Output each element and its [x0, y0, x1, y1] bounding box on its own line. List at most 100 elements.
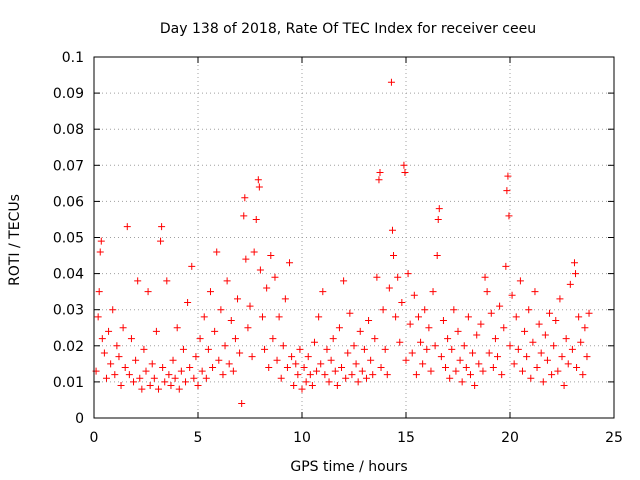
data-point-marker	[215, 356, 223, 364]
data-point-marker	[142, 367, 150, 375]
data-point-marker	[263, 284, 271, 292]
data-point-marker	[448, 345, 456, 353]
data-point-marker	[562, 335, 570, 343]
y-axis-ticks: 0 0.01 0.02 0.03 0.04 0.05 0.06 0.07 0.08 0.09 0.1	[53, 50, 614, 427]
data-point-marker	[471, 382, 479, 390]
data-point-marker	[117, 382, 125, 390]
data-point-marker	[558, 353, 566, 361]
data-point-marker	[177, 367, 185, 375]
data-point-marker	[541, 331, 549, 339]
data-point-marker	[450, 306, 458, 314]
data-point-marker	[429, 288, 437, 296]
data-point-marker	[543, 356, 551, 364]
data-point-marker	[454, 327, 462, 335]
data-point-marker	[169, 356, 177, 364]
data-point-marker	[358, 367, 366, 375]
data-point-marker	[376, 169, 384, 177]
data-point-marker	[261, 345, 269, 353]
data-point-marker	[548, 371, 556, 379]
data-point-marker	[390, 252, 398, 260]
data-point-marker	[252, 215, 260, 223]
y-axis-label: ROTI / TECUs	[7, 194, 23, 286]
data-point-marker	[158, 223, 166, 231]
data-point-marker	[317, 360, 325, 368]
data-point-marker	[564, 360, 572, 368]
data-point-marker	[267, 252, 275, 260]
data-point-marker	[392, 313, 400, 321]
data-point-marker	[304, 353, 312, 361]
data-point-marker	[115, 353, 123, 361]
x-tick-label: 20	[501, 430, 519, 446]
data-point-marker	[554, 367, 562, 375]
data-point-marker	[503, 187, 511, 195]
data-point-marker	[242, 255, 250, 263]
data-point-marker	[402, 356, 410, 364]
data-point-marker	[213, 248, 221, 256]
data-point-marker	[134, 277, 142, 285]
data-point-marker	[433, 252, 441, 260]
data-point-marker	[462, 363, 470, 371]
data-point-marker	[444, 335, 452, 343]
data-point-marker	[383, 371, 391, 379]
x-axis-ticks: 0 5 10 15 20 25	[90, 57, 623, 446]
data-point-marker	[396, 338, 404, 346]
data-point-marker	[579, 371, 587, 379]
data-point-marker	[192, 353, 200, 361]
data-point-marker	[464, 313, 472, 321]
data-point-marker	[244, 324, 252, 332]
data-point-marker	[329, 335, 337, 343]
data-point-marker	[489, 363, 497, 371]
data-point-marker	[583, 353, 591, 361]
data-point-marker	[175, 385, 183, 393]
data-point-marker	[572, 270, 580, 278]
y-tick-label: 0.06	[53, 194, 84, 210]
data-point-marker	[473, 331, 481, 339]
data-point-marker	[146, 382, 154, 390]
data-point-marker	[346, 309, 354, 317]
data-point-marker	[157, 237, 165, 245]
data-point-marker	[529, 338, 537, 346]
data-point-marker	[431, 342, 439, 350]
data-point-marker	[506, 342, 514, 350]
data-point-marker	[573, 363, 581, 371]
data-point-marker	[292, 360, 300, 368]
data-point-marker	[352, 360, 360, 368]
data-point-marker	[385, 284, 393, 292]
data-point-marker	[265, 363, 273, 371]
data-point-marker	[423, 345, 431, 353]
data-point-marker	[100, 349, 108, 357]
data-point-marker	[335, 324, 343, 332]
data-point-marker	[388, 226, 396, 234]
data-point-marker	[379, 306, 387, 314]
data-point-marker	[271, 273, 279, 281]
data-point-marker	[338, 363, 346, 371]
data-point-marker	[241, 194, 249, 202]
data-point-marker	[225, 360, 233, 368]
data-point-marker	[306, 371, 314, 379]
data-point-marker	[575, 313, 583, 321]
data-point-marker	[319, 288, 327, 296]
data-point-marker	[200, 313, 208, 321]
data-point-marker	[381, 345, 389, 353]
data-point-marker	[121, 363, 129, 371]
data-point-marker	[258, 313, 266, 321]
data-point-marker	[485, 349, 493, 357]
chart-title: Day 138 of 2018, Rate Of TEC Index for r…	[160, 21, 536, 37]
data-point-marker	[442, 363, 450, 371]
data-point-marker	[231, 335, 239, 343]
data-point-marker	[356, 327, 364, 335]
data-point-marker	[273, 356, 281, 364]
data-point-marker	[136, 374, 144, 382]
data-point-marker	[570, 259, 578, 267]
data-point-marker	[315, 313, 323, 321]
data-point-marker	[256, 266, 264, 274]
data-point-marker	[248, 353, 256, 361]
data-point-marker	[510, 360, 518, 368]
data-point-marker	[483, 288, 491, 296]
data-point-marker	[144, 288, 152, 296]
data-point-marker	[140, 345, 148, 353]
data-point-marker	[96, 248, 104, 256]
data-point-marker	[539, 378, 547, 386]
